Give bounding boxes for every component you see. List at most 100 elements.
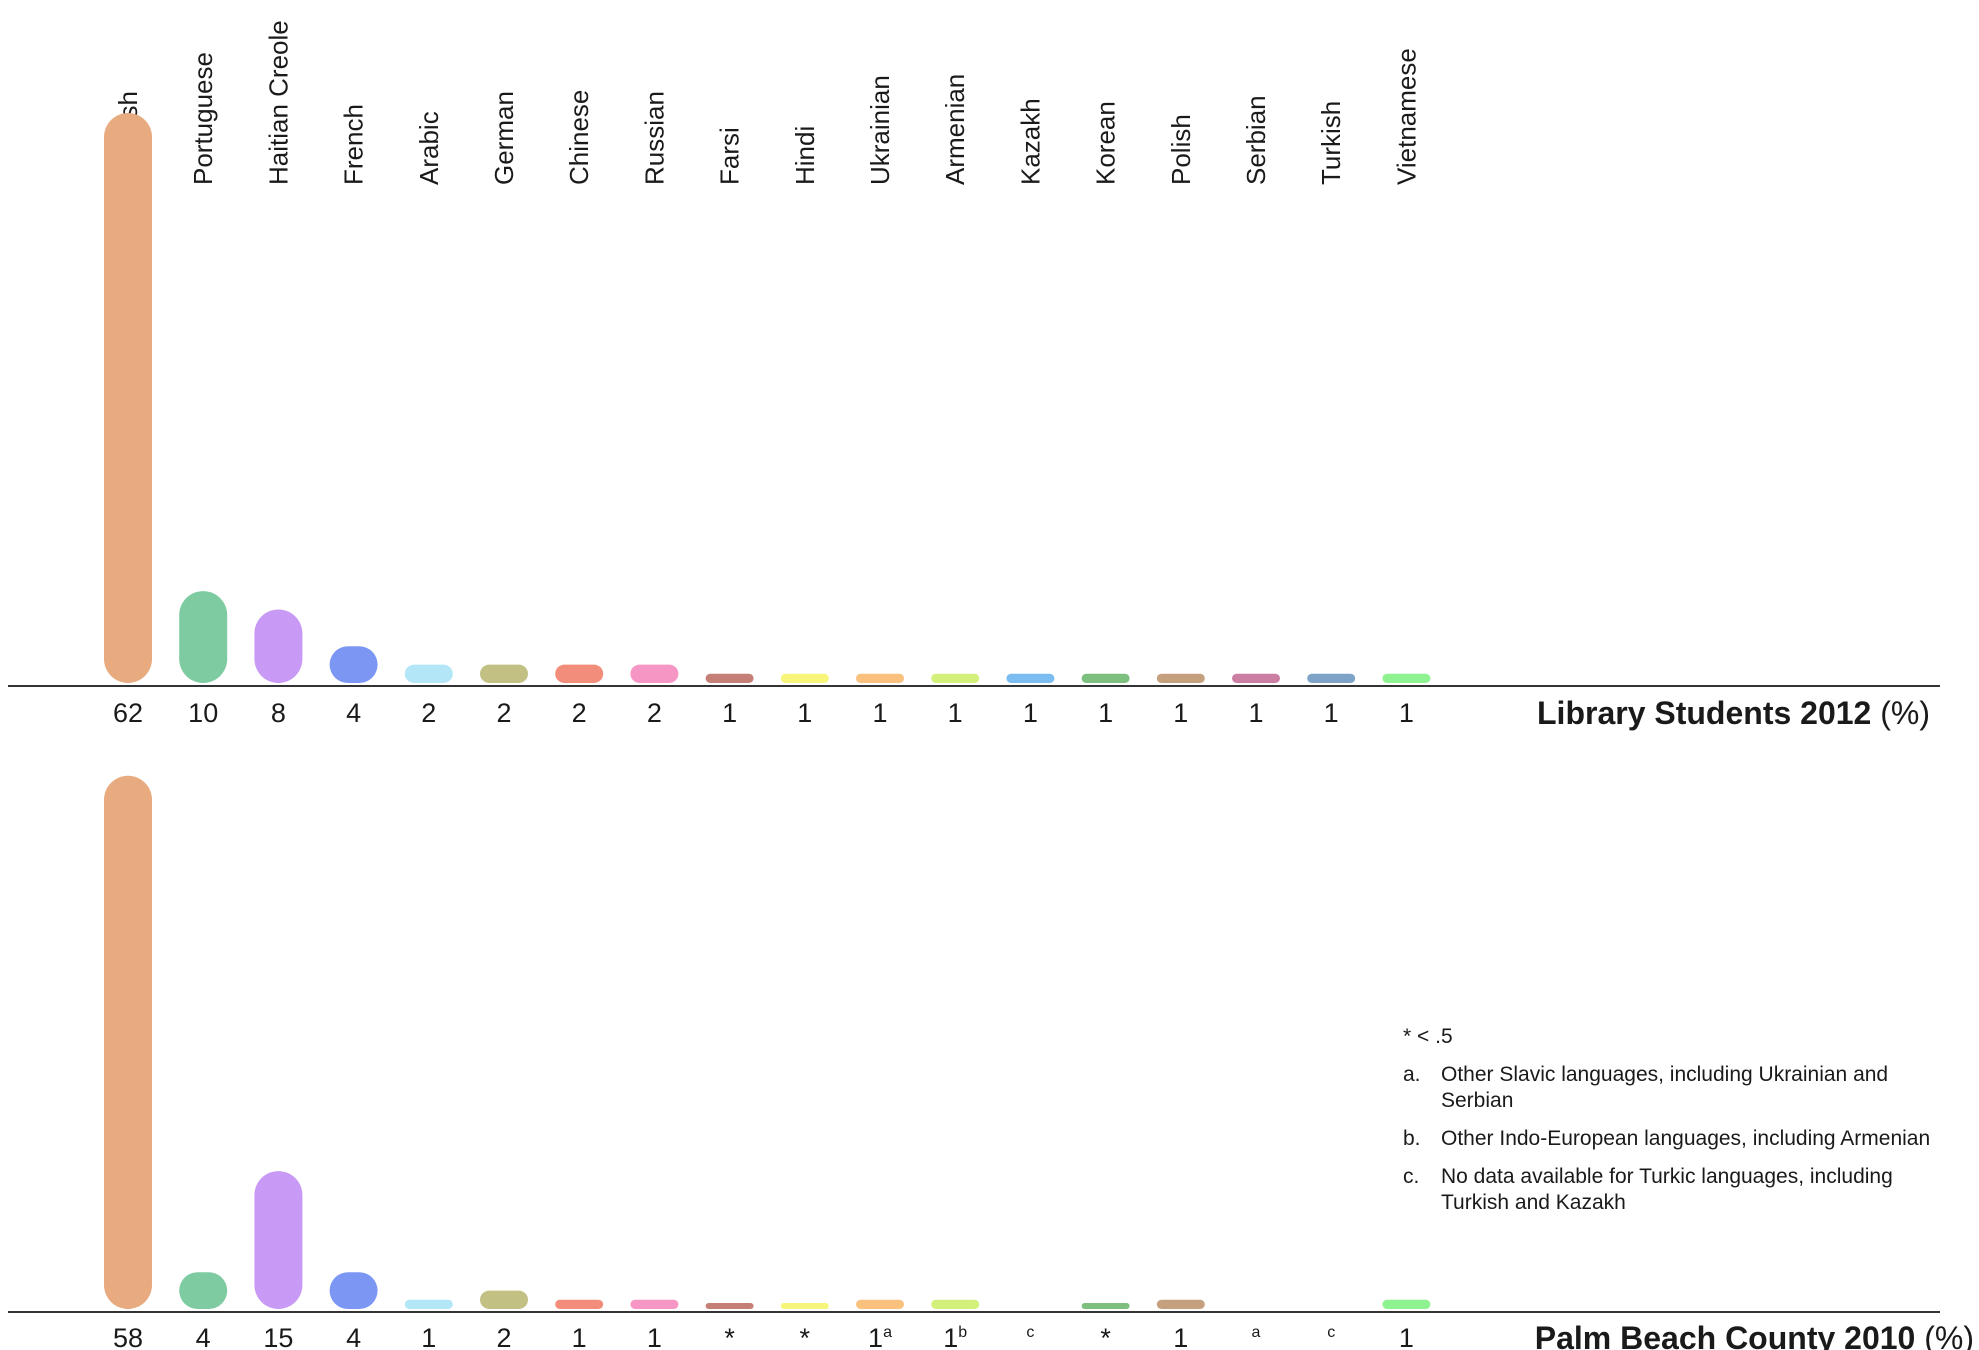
category-label-hindi: Hindi [790,126,820,185]
bar-kazakh [1006,673,1055,683]
bar-turkish [1307,673,1356,683]
value-label-german: 2 [496,698,511,728]
bar-polish [1156,673,1205,683]
category-label-kazakh: Kazakh [1015,98,1045,185]
bar-ukrainian [856,673,904,683]
footnote-c-letter: c. [1403,1165,1420,1188]
panel-1: 62 10 8 4 2 2 2 2 1 1 1 1 1 1 1 1 1 1 Library Students 201… [8,113,1940,731]
bar-russian [630,1299,679,1309]
value-label-arabic: 1 [421,1323,436,1350]
value-label-french: 4 [346,698,361,728]
bar-korean [1081,673,1130,683]
category-label-ukrainian: Ukrainian [865,75,895,185]
bar-armenian [931,673,980,683]
category-label-korean: Korean [1091,101,1121,185]
footnotes: * < .5 a. Other Slavic languages, includ… [1403,1024,1963,1228]
value-label-chinese: 1 [572,1323,587,1350]
value-label-armenian: 1 [948,698,963,728]
value-label-haitian-creole: 15 [263,1323,293,1350]
category-label-portuguese: Portuguese [188,52,218,185]
bar-hindi [780,673,829,683]
bar-portuguese [179,1272,228,1309]
value-label-farsi: * [724,1323,735,1350]
category-label-german: German [489,91,519,185]
footnote-b: b. Other Indo-European languages, includ… [1403,1126,1963,1152]
bar-spanish [104,775,152,1309]
category-label-vietnamese: Vietnamese [1391,48,1421,185]
value-label-polish: 1 [1173,1323,1188,1350]
value-label-german: 2 [496,1323,511,1350]
value-label-armenian: 1b [943,1323,967,1350]
category-label-chinese: Chinese [564,90,594,185]
category-label-french: French [339,104,369,185]
value-label-portuguese: 10 [188,698,218,728]
category-label-turkish: Turkish [1316,101,1346,185]
value-label-haitian-creole: 8 [271,698,286,728]
value-label-ukrainian: 1a [868,1323,892,1350]
footnote-c: c. No data available for Turkic language… [1403,1164,1963,1216]
value-label-hindi: 1 [797,698,812,728]
value-label-farsi: 1 [722,698,737,728]
value-label-russian: 2 [647,698,662,728]
value-label-serbian: a [1252,1324,1261,1341]
category-label-polish: Polish [1166,114,1196,185]
bar-german [480,1290,528,1309]
category-label-haitian-creole: Haitian Creole [263,20,293,185]
category-label-farsi: Farsi [715,127,745,185]
value-label-polish: 1 [1173,698,1188,728]
category-label-armenian: Armenian [940,74,970,185]
bar-haitian-creole [254,609,303,683]
value-label-kazakh: 1 [1023,698,1038,728]
footnote-c-text: No data available for Turkic languages, … [1441,1165,1893,1214]
value-label-french: 4 [346,1323,361,1350]
value-label-serbian: 1 [1248,698,1263,728]
panel-title: Palm Beach County 2010 (%) [1535,1320,1974,1350]
value-label-russian: 1 [647,1323,662,1350]
value-label-turkish: c [1327,1324,1335,1341]
value-label-spanish: 58 [113,1323,143,1350]
bar-vietnamese [1382,1299,1431,1309]
bar-vietnamese [1382,673,1431,683]
bar-arabic [404,1299,453,1309]
footnote-b-letter: b. [1403,1127,1421,1150]
footnote-star: * < .5 [1403,1025,1453,1048]
bar-hindi [780,1303,829,1309]
bar-ukrainian [856,1299,904,1309]
value-label-korean: * [1100,1323,1111,1350]
bar-farsi [705,1303,754,1309]
panel-2: 58 4 15 4 1 2 1 1 * * 1a 1b c * 1 a c 1 Palm Beach County … [8,775,1974,1350]
bar-russian [630,664,679,683]
value-label-vietnamese: 1 [1399,1323,1414,1350]
bar-chinese [555,664,604,683]
bar-spanish [104,113,152,683]
bar-armenian [931,1299,980,1309]
bar-korean [1081,1303,1130,1309]
category-label-serbian: Serbian [1241,95,1271,185]
footnote-a-text: Other Slavic languages, including Ukrain… [1441,1063,1889,1112]
footnote-a-letter: a. [1403,1063,1421,1086]
value-label-korean: 1 [1098,698,1113,728]
category-label-russian: Russian [639,91,669,185]
value-label-ukrainian: 1 [872,698,887,728]
bar-french [329,1272,378,1309]
bar-chinese [555,1299,604,1309]
category-label-arabic: Arabic [414,111,444,185]
panel-title: Library Students 2012 (%) [1537,695,1930,731]
value-label-vietnamese: 1 [1399,698,1414,728]
value-label-spanish: 62 [113,698,143,728]
value-label-chinese: 2 [572,698,587,728]
bar-farsi [705,673,754,683]
bar-haitian-creole [254,1171,303,1309]
bar-arabic [404,664,453,683]
bar-portuguese [179,591,228,683]
value-label-arabic: 2 [421,698,436,728]
bar-german [480,664,528,683]
bar-serbian [1232,673,1280,683]
value-label-turkish: 1 [1324,698,1339,728]
bar-french [329,646,378,683]
footnote-b-text: Other Indo-European languages, including… [1441,1127,1931,1150]
footnote-a: a. Other Slavic languages, including Ukr… [1403,1062,1963,1114]
value-label-kazakh: c [1026,1324,1034,1341]
value-label-hindi: * [800,1323,811,1350]
